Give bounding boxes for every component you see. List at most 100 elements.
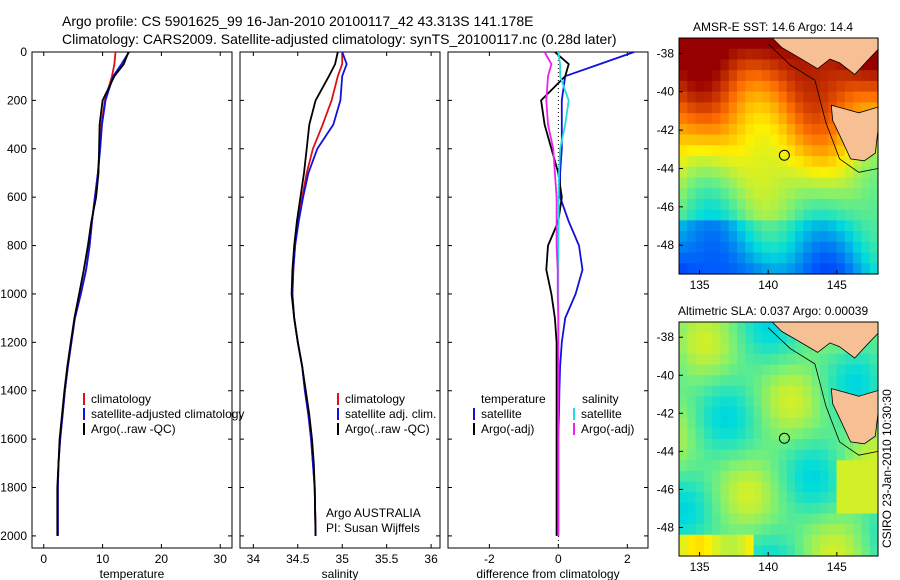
map-cell [770,188,780,200]
map-cell [836,524,846,536]
map-cell [786,156,796,168]
map-cell [844,188,854,200]
map-cell [712,407,722,419]
map-cell [811,524,821,536]
map-cell [720,492,730,504]
map-cell [770,177,780,189]
map-cell [811,220,821,232]
map-field [679,38,879,275]
map-cell [786,209,796,221]
map-cell [720,322,730,334]
map-cell [853,252,863,264]
map-cell [786,502,796,515]
map-cell [745,460,755,472]
map-cell [728,177,738,189]
map-cell [819,385,829,398]
map-cell [861,59,871,71]
map-cell [720,407,730,419]
map-cell [695,353,705,366]
lat-tick-label: -42 [657,406,675,420]
map-cell [712,91,722,103]
map-cell [761,113,771,125]
map-cell [811,492,821,504]
map-cell [728,91,738,103]
map-cell [844,156,854,168]
lat-tick-label: -48 [657,238,675,252]
map-cell [778,252,788,264]
map-cell [795,113,804,125]
map-cell [795,70,804,82]
map-cell [786,102,796,114]
map-cell [712,332,722,344]
map-cell [778,166,788,179]
map-cell [761,145,771,157]
map-cell [712,113,722,125]
map-cell [869,460,879,472]
x-axis-label: salinity [322,567,359,580]
map-cell [861,385,871,398]
map-cell [770,156,780,168]
map-cell [753,220,763,232]
map-cell [745,439,755,451]
map-cell [819,524,829,536]
map-cell [811,417,821,429]
map-cell [778,375,788,387]
map-cell [745,449,755,461]
map-cell [737,70,746,82]
map-cell [778,113,788,125]
map-cell [703,263,713,275]
map-cell [803,396,813,408]
map-cell [679,38,688,50]
map-cell [770,375,780,387]
map-cell [712,156,722,168]
map-cell [836,513,846,525]
map-cell [687,332,697,344]
map-cell [695,91,705,103]
map-cell [720,396,730,408]
map-cell [703,252,713,264]
map-cell [795,166,804,179]
map-cell [795,385,804,398]
map-cell [819,188,829,200]
y-tick-label: 1600 [0,432,27,446]
map-cell [695,59,705,71]
map-cell [753,209,763,221]
map-cell [778,70,788,82]
map-cell [728,364,738,376]
map-cell [811,123,821,136]
map-cell [737,396,746,408]
map-cell [687,343,697,355]
map-cell [811,513,821,525]
map-cell [778,396,788,408]
map-cell [811,188,821,200]
map-cell [778,177,788,189]
map-cell [737,220,746,232]
map-cell [795,198,804,211]
map-cell [828,449,838,461]
map-cell [761,502,771,515]
map-cell [778,156,788,168]
map-cell [687,241,697,254]
map-cell [703,364,713,376]
map-cell [861,220,871,232]
map-cell [695,241,705,254]
map-cell [695,123,705,136]
map-cell [737,524,746,536]
y-tick-label: 1200 [0,335,27,349]
map-cell [745,188,755,200]
map-cell [803,343,813,355]
map-cell [753,38,763,50]
map-cell [795,145,804,157]
map-cell [753,385,763,398]
map-cell [786,123,796,136]
lat-tick-label: -44 [657,161,675,175]
map-cell [761,123,771,136]
salinity-panel: 34 34.5 35 35.5 36 salinity [239,51,441,580]
map-cell [861,177,871,189]
temperature-panel: 0 200 400 600 800 1000 1200 1400 1600 1800 2000 0 10… [0,45,233,580]
legend-label-argo: Argo(..raw -QC) [91,422,176,436]
map-cell [770,166,780,179]
map-cell [795,134,804,146]
legend-label-temp-argo: Argo(-adj) [481,422,534,436]
map-cell [720,449,730,461]
